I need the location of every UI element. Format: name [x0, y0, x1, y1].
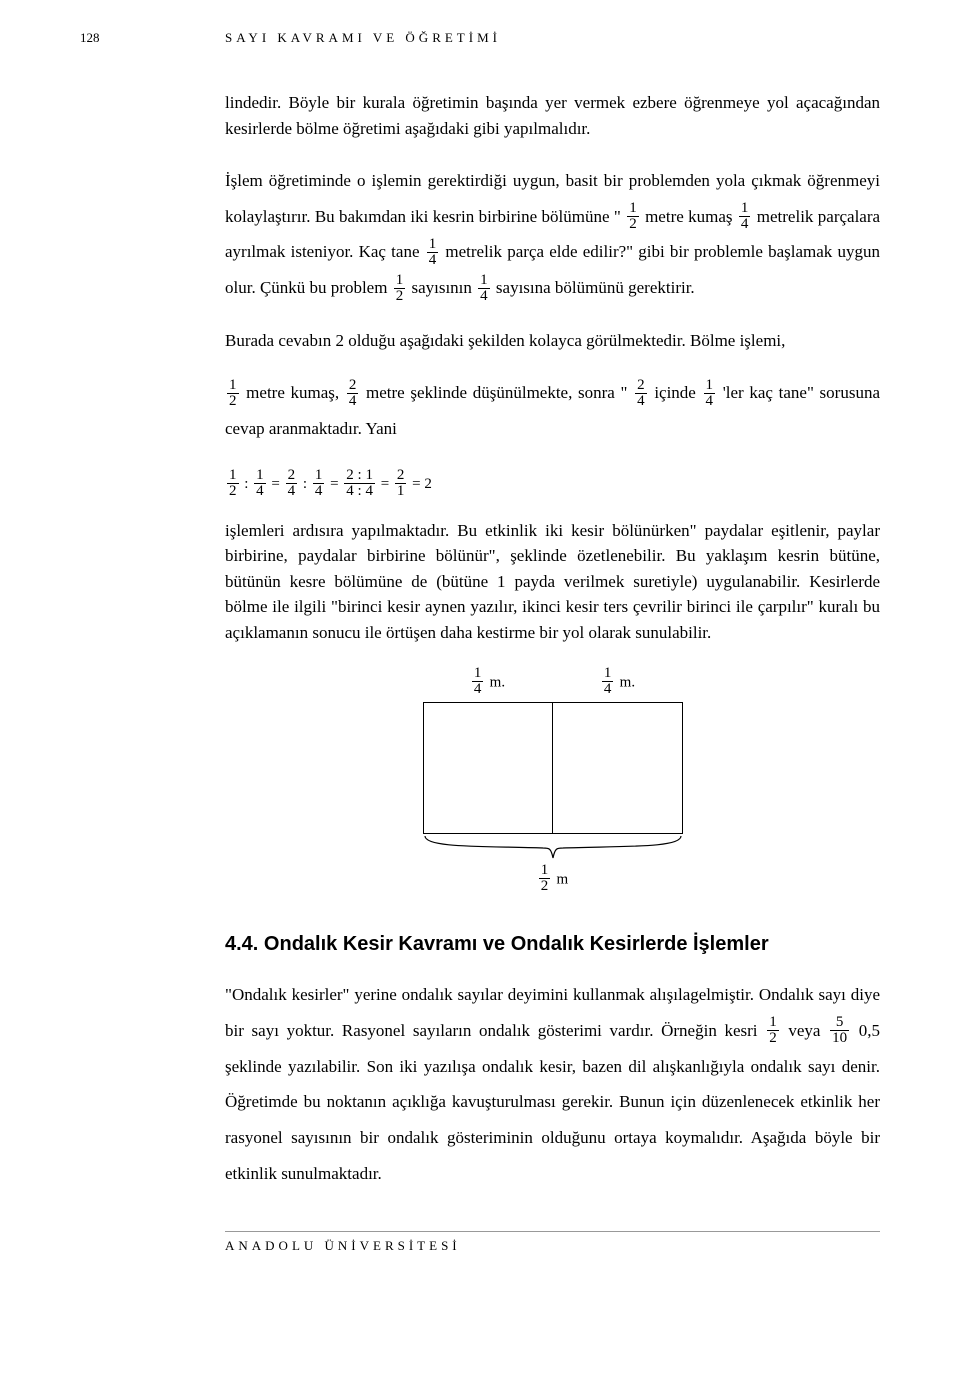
fraction-two-over-one: 21: [395, 468, 407, 499]
fraction-one-half: 12: [394, 273, 406, 304]
fraction-two-quarter: 24: [286, 468, 298, 499]
text: içinde: [654, 383, 696, 402]
paragraph-answer-intro: Burada cevabın 2 olduğu aşağıdaki şekild…: [225, 328, 880, 354]
paragraph-answer-body: 12 metre kumaş, 24 metre şeklinde düşünü…: [225, 375, 880, 446]
fraction-two-quarter: 24: [347, 378, 359, 409]
figure-box: [423, 702, 683, 834]
figure-box-left: [424, 703, 554, 833]
figure-top-label-right: 14 m.: [600, 667, 635, 698]
fraction-one-half: 12: [227, 468, 239, 499]
brace-icon: [423, 834, 683, 862]
paragraph-problem: İşlem öğretiminde o işlemin gerektirdiği…: [225, 163, 880, 306]
footer: ANADOLU ÜNİVERSİTESİ: [225, 1231, 880, 1254]
fraction-one-half: 12: [227, 378, 239, 409]
figure-bottom-label: 12 m: [423, 864, 683, 895]
fraction-ratio: 2 : 14 : 4: [344, 468, 375, 499]
figure-half-meter: 14 m. 14 m. 12 m: [423, 667, 683, 895]
fraction-one-quarter: 14: [427, 237, 439, 268]
text: sayısının: [411, 278, 471, 297]
text: metre şeklinde düşünülmekte, sonra ": [366, 383, 627, 402]
fraction-one-half: 12: [627, 201, 639, 232]
fraction-one-quarter: 14: [478, 273, 490, 304]
fraction-one-half: 12: [767, 1015, 779, 1046]
paragraph-summary: işlemleri ardısıra yapılmaktadır. Bu etk…: [225, 518, 880, 646]
fraction-five-tenths: 510: [830, 1015, 849, 1046]
section-heading: 4.4. Ondalık Kesir Kavramı ve Ondalık Ke…: [225, 929, 880, 959]
equals-two: = 2: [412, 476, 432, 492]
page-number: 128: [80, 30, 100, 46]
paragraph-intro: lindedir. Böyle bir kurala öğretimin baş…: [225, 90, 880, 141]
figure-top-label-left: 14 m.: [470, 667, 505, 698]
text: 0,5 şeklinde yazılabilir. Son iki yazılı…: [225, 1021, 880, 1183]
figure-box-right: [553, 703, 682, 833]
fraction-one-quarter: 14: [254, 468, 266, 499]
fraction-one-quarter: 14: [313, 468, 325, 499]
text: sayısına bölümünü gerektirir.: [496, 278, 695, 297]
running-head: SAYI KAVRAMI VE ÖĞRETİMİ: [225, 30, 501, 46]
text: veya: [788, 1021, 820, 1040]
text: metre kumaş: [645, 207, 732, 226]
main-content: lindedir. Böyle bir kurala öğretimin baş…: [225, 90, 880, 1191]
equation-line: 12 : 14 = 24 : 14 = 2 : 14 : 4 = 21 = 2: [225, 469, 880, 500]
fraction-one-quarter: 14: [739, 201, 751, 232]
fraction-one-quarter: 14: [704, 378, 716, 409]
text: "Ondalık kesirler" yerine ondalık sayıla…: [225, 985, 880, 1040]
text: metre kumaş,: [246, 383, 339, 402]
fraction-two-quarter: 24: [635, 378, 647, 409]
paragraph-decimal: "Ondalık kesirler" yerine ondalık sayıla…: [225, 977, 880, 1191]
